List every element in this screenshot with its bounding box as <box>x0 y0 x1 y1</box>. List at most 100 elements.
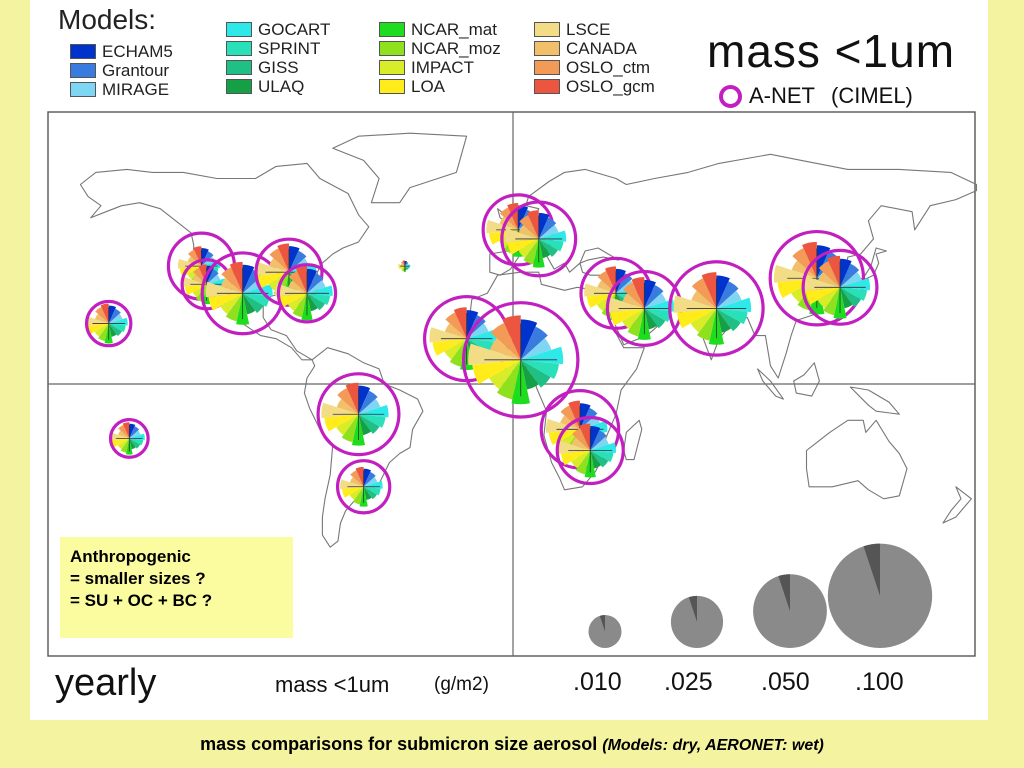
model-wedge <box>818 271 841 288</box>
model-wedge <box>518 205 529 230</box>
aeronet-ring <box>108 417 150 459</box>
site-marker <box>335 459 392 515</box>
model-wedge <box>610 308 645 326</box>
legend-swatch <box>226 22 252 37</box>
model-wedge <box>95 307 109 324</box>
legend-swatch <box>70 44 96 59</box>
model-wedge <box>840 287 853 309</box>
model-wedge <box>336 414 359 436</box>
model-wedge <box>520 319 538 360</box>
coastline <box>79 162 370 361</box>
legend-label: IMPACT <box>411 57 474 77</box>
model-wedge <box>520 359 559 380</box>
model-wedge <box>363 477 378 487</box>
legend-item: Grantour <box>70 61 173 80</box>
legend-label: GISS <box>258 57 299 77</box>
legend-item: GOCART <box>226 20 330 39</box>
legend-swatch <box>226 41 252 56</box>
model-wedge <box>358 390 378 415</box>
model-wedge <box>571 437 591 451</box>
model-wedge <box>823 287 841 316</box>
legend-label: MIRAGE <box>102 79 170 99</box>
anet-instrument: (CIMEL) <box>831 83 913 108</box>
site-marker <box>316 372 401 457</box>
scale-pie <box>827 543 933 649</box>
model-wedge <box>561 450 591 466</box>
model-wedge <box>590 430 607 451</box>
model-wedge <box>288 246 300 273</box>
model-wedge <box>616 280 635 294</box>
model-wedge <box>349 486 364 500</box>
model-wedge <box>242 264 255 294</box>
model-wedge <box>358 385 371 415</box>
legend-item: SPRINT <box>226 39 330 58</box>
model-wedge <box>523 238 539 265</box>
legend-swatch <box>379 60 405 75</box>
model-wedge <box>363 486 377 500</box>
model-wedge <box>548 429 580 445</box>
site-marker <box>275 263 338 324</box>
legend-item: OSLO_ctm <box>534 58 655 77</box>
model-wedge <box>716 290 742 309</box>
model-wedge <box>206 274 221 285</box>
model-wedge <box>108 323 126 333</box>
model-wedge <box>644 293 667 309</box>
model-wedge <box>644 308 657 330</box>
model-wedge <box>622 293 645 309</box>
model-wedge <box>229 261 243 294</box>
model-wedge <box>445 312 467 339</box>
model-wedge <box>358 414 380 434</box>
legend-label: LSCE <box>566 19 611 39</box>
model-wedge <box>590 450 602 469</box>
model-wedge <box>118 430 130 439</box>
legend-label: SPRINT <box>258 38 321 58</box>
legend-column: LSCE CANADA OSLO_ctm OSLO_gcm <box>534 20 655 96</box>
model-wedge <box>623 282 645 309</box>
model-wedge <box>122 422 130 439</box>
site-marker <box>84 299 133 348</box>
legend-item: OSLO_gcm <box>534 77 655 96</box>
model-wedge <box>791 260 817 279</box>
model-wedge <box>206 269 219 285</box>
model-wedge <box>363 486 372 501</box>
legend-item: NCAR_moz <box>379 39 501 58</box>
scale-value-3: .050 <box>761 668 810 696</box>
model-wedge <box>201 248 209 267</box>
legend-swatch <box>379 79 405 94</box>
period-label: yearly <box>55 662 157 704</box>
model-wedge <box>277 243 289 273</box>
model-wedge <box>349 477 364 487</box>
model-wedge <box>87 323 109 335</box>
model-wedge <box>520 338 552 360</box>
legend-label: GOCART <box>258 19 331 39</box>
model-wedge <box>590 426 601 451</box>
scale-pie-wedge <box>863 543 880 596</box>
model-wedge <box>472 359 521 385</box>
aeronet-ring <box>768 229 866 327</box>
legend-column: ECHAM5 Grantour MIRAGE <box>70 42 173 99</box>
model-wedge <box>404 260 407 267</box>
model-wedge <box>568 400 580 430</box>
model-wedge <box>220 278 243 294</box>
scale-value-2: .025 <box>664 668 713 696</box>
model-wedge <box>296 266 307 294</box>
model-wedge <box>560 405 580 430</box>
model-wedge <box>616 273 633 294</box>
model-wedge <box>716 308 748 325</box>
model-wedge <box>225 293 243 322</box>
anet-legend: A-NET (CIMEL) <box>719 83 913 109</box>
model-wedge <box>129 426 140 439</box>
model-wedge <box>307 268 317 294</box>
model-wedge <box>840 287 862 307</box>
model-wedge <box>805 287 841 305</box>
coastline <box>849 386 900 415</box>
model-wedge <box>644 284 664 309</box>
legend-label: Grantour <box>102 60 170 80</box>
model-wedge <box>701 272 717 309</box>
model-wedge <box>538 224 559 239</box>
aeronet-ring <box>668 260 765 357</box>
model-wedge <box>404 261 409 267</box>
model-wedge <box>502 315 521 360</box>
legend-label: CANADA <box>566 38 637 58</box>
